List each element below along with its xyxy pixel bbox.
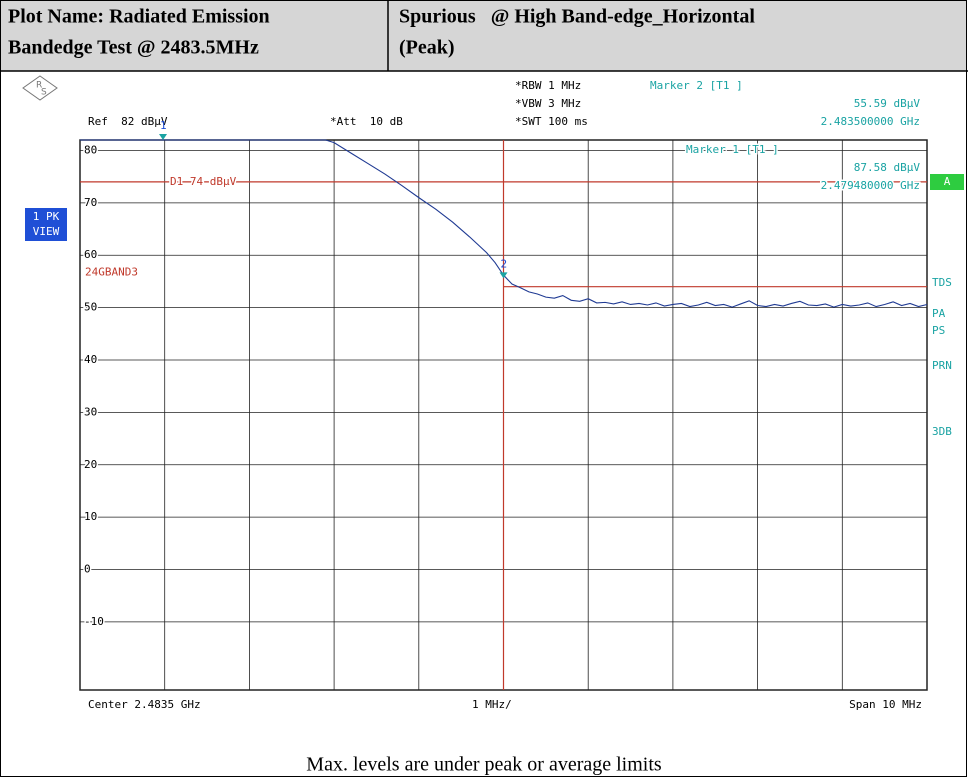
- y-tick-label: 40: [84, 353, 97, 366]
- marker-tag: 1: [160, 119, 167, 132]
- side-label: PA: [932, 307, 946, 320]
- side-label: TDS: [932, 276, 952, 289]
- header-text: Plot Name: Radiated Emission: [8, 6, 270, 28]
- trace-label: 1 PK: [33, 210, 60, 223]
- rs-logo: R S: [22, 75, 58, 101]
- trace-label: VIEW: [33, 225, 60, 238]
- marker: [159, 134, 168, 140]
- y-tick-label: 0: [84, 563, 91, 576]
- trace-box: [25, 208, 67, 241]
- side-label: PRN: [932, 359, 952, 372]
- y-tick-label: 80: [84, 143, 97, 156]
- y-tick-label: 70: [84, 196, 97, 209]
- marker-readout: Marker 1 [T1 ]: [686, 143, 779, 156]
- y-tick-label: -10: [84, 615, 104, 628]
- rbw: *RBW 1 MHz: [515, 79, 581, 92]
- ref-level: Ref 82 dBµV: [88, 115, 168, 128]
- attenuation: *Att 10 dB: [330, 115, 403, 128]
- center-freq: Center 2.4835 GHz: [88, 698, 201, 711]
- marker-name: Marker 2 [T1 ]: [650, 79, 743, 92]
- limit-label: 24GBAND3: [85, 266, 138, 279]
- marker-readout: 2.479480000 GHz: [821, 179, 920, 192]
- svg-text:S: S: [41, 88, 47, 98]
- marker-freq: 2.483500000 GHz: [821, 115, 920, 128]
- sweep-time: *SWT 100 ms: [515, 115, 588, 128]
- vbw: *VBW 3 MHz: [515, 97, 581, 110]
- y-tick-label: 30: [84, 405, 97, 418]
- per-division: 1 MHz/: [472, 698, 512, 711]
- trace: [80, 139, 928, 308]
- y-tick-label: 20: [84, 458, 97, 471]
- header-text: Spurious @ High Band-edge_Horizontal: [399, 6, 755, 28]
- y-tick-label: 50: [84, 301, 97, 314]
- side-label: A: [944, 175, 951, 188]
- y-tick-label: 10: [84, 510, 97, 523]
- svg-text:R: R: [36, 81, 42, 91]
- marker-tag: 2: [501, 257, 508, 270]
- side-label: PS: [932, 324, 945, 337]
- y-tick-label: 60: [84, 248, 97, 261]
- span: Span 10 MHz: [849, 698, 922, 711]
- marker: [499, 272, 508, 279]
- header-text: Bandedge Test @ 2483.5MHz: [8, 37, 259, 59]
- marker-level: 55.59 dBµV: [854, 97, 921, 110]
- header-bg: [1, 1, 966, 71]
- side-box: [930, 174, 964, 190]
- header-text: (Peak): [399, 37, 455, 59]
- side-label: 3DB: [932, 425, 952, 438]
- marker-readout: 87.58 dBµV: [854, 161, 921, 174]
- footer-note: Max. levels are under peak or average li…: [306, 754, 662, 776]
- limit-label: D1 74 dBµV: [170, 175, 237, 188]
